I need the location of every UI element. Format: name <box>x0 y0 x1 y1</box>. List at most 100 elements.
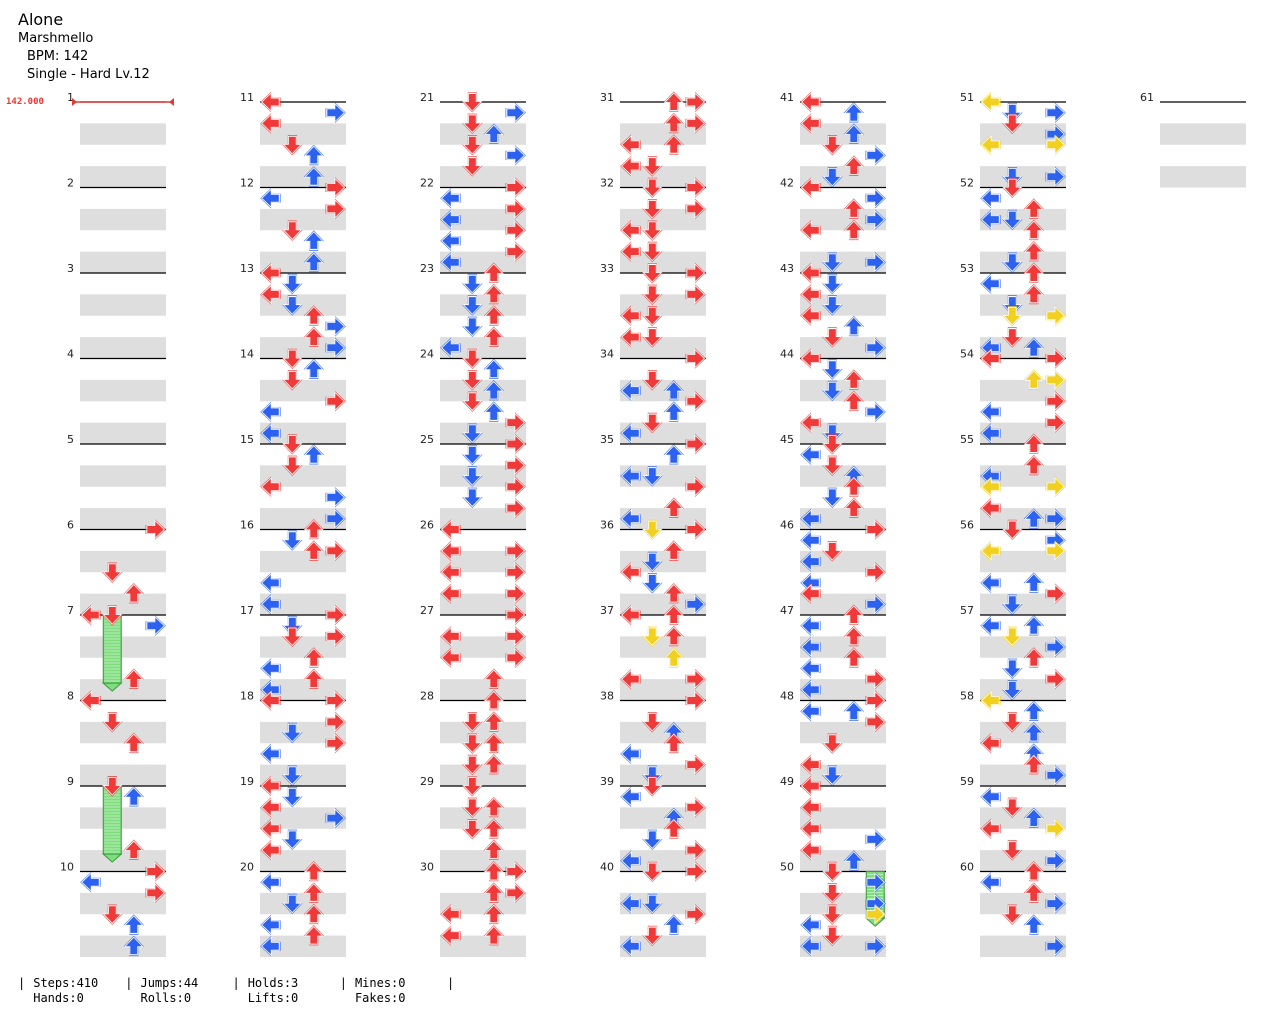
arrow-right-icon <box>866 594 885 615</box>
measure-band <box>1160 123 1246 145</box>
arrow-left-icon <box>981 872 1000 893</box>
arrow-left-icon <box>801 776 820 796</box>
measure-band <box>260 550 346 573</box>
arrow-left-icon <box>261 818 280 839</box>
measure-band <box>260 892 346 915</box>
arrow-left-icon <box>441 562 460 583</box>
measure-band <box>620 850 706 872</box>
measure-band <box>440 850 526 872</box>
arrow-down-icon <box>102 563 123 582</box>
arrow-down-icon <box>102 713 123 732</box>
arrow-right-icon <box>1046 166 1065 187</box>
measure-31: 31 <box>600 91 706 188</box>
measure-number: 29 <box>420 775 434 788</box>
measure-band <box>980 166 1066 188</box>
stat-rolls: Rolls:0 <box>140 991 192 1005</box>
arrow-right-icon <box>686 434 705 454</box>
arrow-left-icon <box>981 690 1000 711</box>
measure-47: 47 <box>780 604 886 701</box>
arrow-right-icon <box>686 861 705 882</box>
measure-number: 32 <box>600 177 614 190</box>
arrow-left-icon <box>261 423 280 444</box>
arrow-right-icon <box>1046 134 1065 155</box>
arrow-left-icon <box>261 263 280 283</box>
arrow-right-icon <box>686 594 705 615</box>
arrow-down-icon <box>822 734 843 753</box>
arrow-left-icon <box>261 936 280 957</box>
arrow-right-icon <box>1046 765 1065 786</box>
arrow-up-icon <box>843 626 864 646</box>
measure-26: 26 <box>420 519 526 615</box>
arrow-down-icon <box>822 884 843 903</box>
arrow-up-icon <box>483 690 504 710</box>
arrow-down-icon <box>642 328 663 347</box>
arrow-down-icon <box>822 168 843 187</box>
measure-band <box>980 208 1066 231</box>
arrow-left-icon <box>801 754 820 775</box>
measure-number: 20 <box>240 861 254 874</box>
arrow-up-icon <box>123 733 144 753</box>
arrow-left-icon <box>621 220 640 241</box>
arrow-down-icon <box>462 274 483 294</box>
arrow-left-icon <box>981 337 1000 358</box>
arrow-right-icon <box>326 690 345 711</box>
arrow-right-icon <box>146 883 165 903</box>
measure-band <box>260 679 346 701</box>
measure-band <box>980 764 1066 786</box>
arrow-down-icon <box>282 766 303 785</box>
measure-band <box>980 807 1066 829</box>
measure-band <box>620 251 706 273</box>
measure-band <box>80 465 166 487</box>
measure-46: 46 <box>780 519 886 615</box>
arrow-up-icon <box>663 402 684 421</box>
measure-band <box>260 508 346 530</box>
arrow-left-icon <box>261 573 280 593</box>
measure-band <box>80 764 166 786</box>
arrow-down-icon <box>642 894 663 914</box>
arrow-right-icon <box>326 808 345 828</box>
arrow-right-icon <box>866 209 885 230</box>
measure-42: 42 <box>780 177 886 273</box>
measure-number: 13 <box>240 262 254 275</box>
arrow-left-icon <box>981 733 1000 754</box>
measure-number: 53 <box>960 262 974 275</box>
arrow-right-icon <box>866 252 885 273</box>
measure-band <box>440 379 526 402</box>
measure-17: 17 <box>240 604 346 701</box>
arrow-down-icon <box>642 200 663 219</box>
measure-band <box>440 294 526 316</box>
arrow-left-icon <box>801 530 820 551</box>
measure-8: 8 <box>67 690 166 786</box>
arrow-down-icon <box>462 713 483 732</box>
arrow-right-icon <box>686 519 705 540</box>
arrow-up-icon <box>123 936 144 956</box>
measure-number: 59 <box>960 775 974 788</box>
measure-band <box>440 166 526 188</box>
arrow-up-icon <box>1023 883 1044 902</box>
arrow-left-icon <box>261 476 280 497</box>
measure-band <box>620 892 706 915</box>
measure-band <box>260 593 346 615</box>
measure-35: 35 <box>600 433 706 530</box>
arrow-left-icon <box>621 744 640 764</box>
measure-band <box>440 251 526 273</box>
measure-band <box>80 593 166 615</box>
measure-6: 6 <box>67 519 166 615</box>
measure-band <box>440 550 526 573</box>
arrow-right-icon <box>1046 391 1065 412</box>
measure-32: 32 <box>600 177 706 273</box>
arrow-up-icon <box>303 883 324 902</box>
measure-number: 55 <box>960 433 974 446</box>
arrow-left-icon <box>801 412 820 433</box>
measure-band <box>80 123 166 145</box>
measure-band <box>260 721 346 744</box>
arrow-left-icon <box>801 92 820 112</box>
measure-27: 27 <box>420 604 526 701</box>
arrow-left-icon <box>801 348 820 369</box>
arrow-down-icon <box>282 435 303 454</box>
arrow-right-icon <box>506 498 525 518</box>
arrow-up-icon <box>123 840 144 859</box>
arrow-left-icon <box>621 605 640 625</box>
arrow-down-icon <box>822 274 843 294</box>
measure-band <box>620 636 706 658</box>
